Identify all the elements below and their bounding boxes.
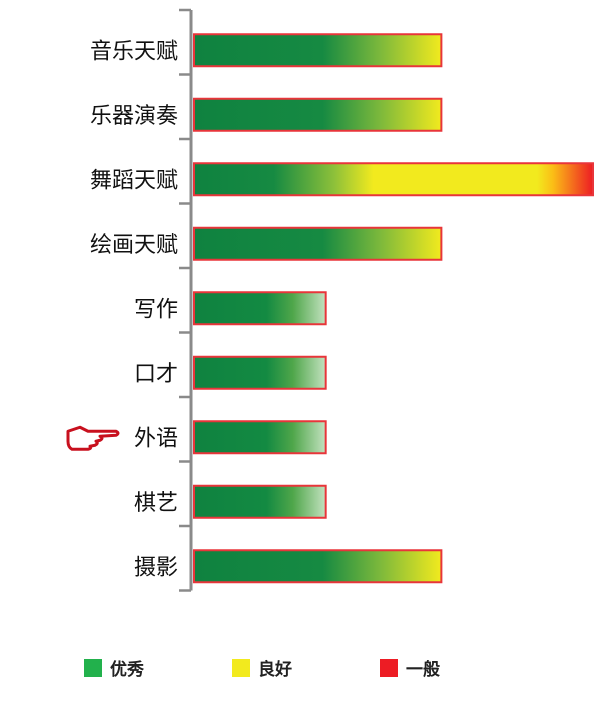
bar-4 xyxy=(193,291,327,326)
category-label: 摄影 xyxy=(134,555,178,580)
category-label: 乐器演奏 xyxy=(90,104,178,129)
legend-swatch xyxy=(232,659,250,677)
bar-3 xyxy=(193,226,443,261)
bar-1 xyxy=(193,97,443,132)
axis xyxy=(179,8,193,592)
category-label: 写作 xyxy=(134,297,178,322)
bar-8 xyxy=(193,549,443,584)
legend: 优秀 良好 一般 xyxy=(84,659,440,680)
legend-label: 良好 xyxy=(258,659,292,680)
bar-0 xyxy=(193,33,443,68)
bars xyxy=(193,33,594,584)
bar-2 xyxy=(193,162,594,197)
legend-label: 一般 xyxy=(406,659,440,680)
category-label: 口才 xyxy=(134,362,178,387)
category-label: 绘画天赋 xyxy=(90,233,178,258)
bar-5 xyxy=(193,355,327,390)
category-label: 舞蹈天赋 xyxy=(90,168,178,193)
category-label: 外语 xyxy=(134,426,178,451)
legend-swatch xyxy=(84,659,102,677)
bar-7 xyxy=(193,484,327,519)
legend-label: 优秀 xyxy=(110,659,144,680)
legend-swatch xyxy=(380,659,398,677)
category-label: 棋艺 xyxy=(134,491,178,516)
category-label: 音乐天赋 xyxy=(90,39,178,64)
bar-6 xyxy=(193,420,327,455)
pointing-hand-icon xyxy=(66,425,120,451)
